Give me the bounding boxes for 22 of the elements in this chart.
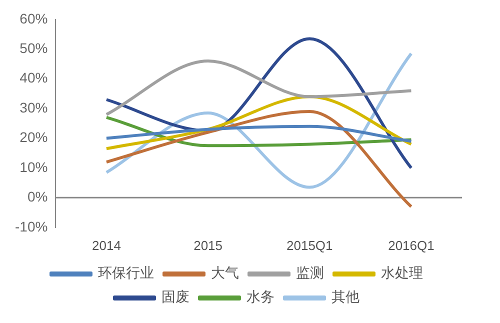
y-tick-label: 20%: [20, 129, 48, 146]
legend-label: 固废: [162, 290, 190, 306]
x-tick-label: 2014: [92, 238, 121, 253]
y-tick-label: -10%: [14, 218, 48, 234]
y-tick-label: 10%: [20, 158, 48, 175]
line-series: [104, 60, 413, 116]
y-tick-label: 50%: [20, 40, 48, 56]
y-tick-label: 40%: [20, 70, 48, 86]
legend-label: 其他: [332, 290, 360, 306]
x-tick-label: 2015Q1: [286, 238, 333, 253]
y-tick-label: 60%: [20, 10, 48, 26]
x-tick-label: 2015: [194, 238, 223, 253]
x-tick-label: 2016Q1: [388, 238, 434, 253]
y-tick-label: 30%: [20, 99, 48, 116]
legend-label: 水务: [246, 290, 274, 306]
legend-label: 水处理: [381, 266, 423, 282]
legend-label: 大气: [211, 266, 239, 282]
legend-label: 环保行业: [98, 266, 154, 282]
legend-label: 监测: [296, 266, 324, 282]
line-series: [104, 124, 413, 143]
line-series: [104, 110, 413, 208]
y-tick-label: 0%: [27, 188, 48, 205]
